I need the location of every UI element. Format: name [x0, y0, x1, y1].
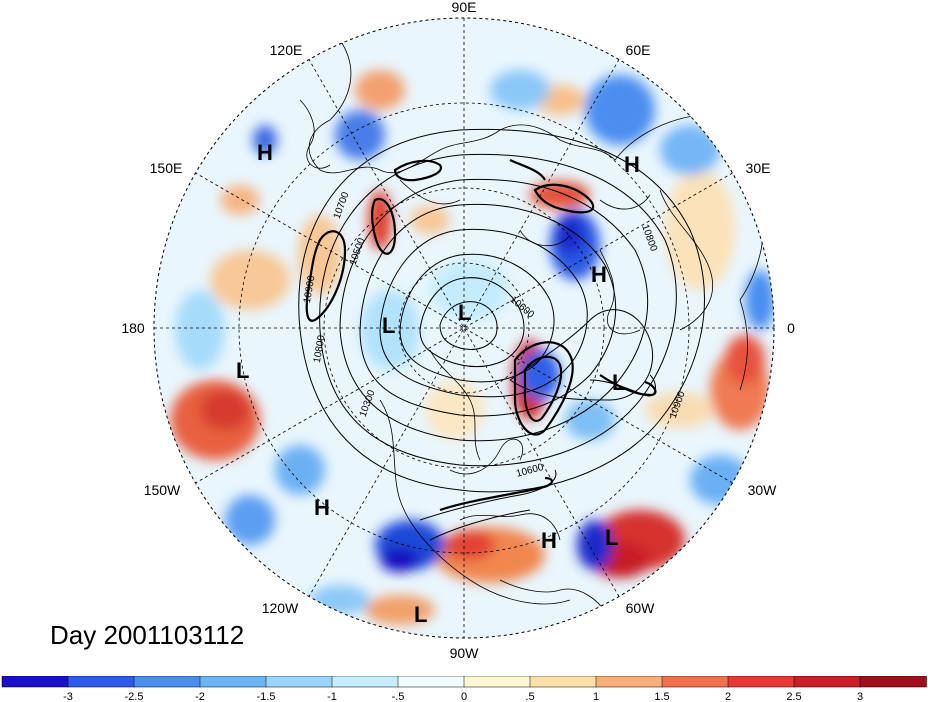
- pressure-center-marker: L: [612, 370, 625, 395]
- colorbar-swatch: [265, 676, 333, 688]
- colorbar-swatches: [1, 676, 927, 688]
- lon-label-180: 180: [121, 320, 145, 336]
- colorbar-swatch: [463, 676, 531, 688]
- colorbar-swatch: [133, 676, 201, 688]
- colorbar-swatch: [859, 676, 927, 688]
- colorbar-tick-label: 1.5: [654, 691, 669, 702]
- pressure-center-marker: L: [414, 602, 427, 627]
- coastlines: [299, 39, 765, 621]
- pressure-center-marker: H: [257, 140, 273, 165]
- contour-label: 10900: [302, 274, 318, 304]
- colorbar-swatch: [793, 676, 861, 688]
- colorbar-tick-label: -1.5: [257, 691, 276, 702]
- polar-stereographic-map: 10800 10900 10900 10800 10700 10600 1050…: [121, 0, 795, 661]
- colorbar-swatch: [331, 676, 399, 688]
- pressure-center-marker: H: [541, 528, 557, 553]
- pressure-center-marker: H: [624, 152, 640, 177]
- map-title: Day 2001103112: [50, 620, 245, 650]
- height-contours: [298, 128, 705, 541]
- colorbar-tick-label: 2: [725, 691, 731, 702]
- colorbar-tick-label: 2.5: [786, 691, 801, 702]
- lon-label-90w: 90W: [450, 645, 480, 661]
- lon-label-150e: 150E: [150, 160, 183, 176]
- colorbar: -3 -2.5 -2 -1.5 -1 -.5 0 .5 1 1.5 2 2.5 3: [1, 676, 927, 702]
- pressure-centers: H H H L L L L H H L L: [236, 140, 640, 627]
- lon-label-90e: 90E: [452, 0, 477, 15]
- colorbar-swatch: [595, 676, 663, 688]
- map-boundary: [153, 17, 775, 639]
- colorbar-swatch: [727, 676, 795, 688]
- pressure-center-marker: L: [236, 358, 249, 383]
- pressure-center-marker: H: [314, 495, 330, 520]
- lon-label-30e: 30E: [746, 160, 771, 176]
- colorbar-tick-label: -1: [327, 691, 337, 702]
- colorbar-ticks: -3 -2.5 -2 -1.5 -1 -.5 0 .5 1 1.5 2 2.5 3: [63, 691, 863, 702]
- lon-label-150w: 150W: [144, 482, 181, 498]
- pressure-center-marker: L: [605, 525, 618, 550]
- jet-contours: [305, 159, 657, 512]
- graticule: [154, 18, 774, 638]
- colorbar-swatch: [199, 676, 267, 688]
- lon-label-30w: 30W: [748, 482, 778, 498]
- colorbar-tick-label: -2: [195, 691, 205, 702]
- colorbar-swatch: [661, 676, 729, 688]
- colorbar-tick-label: 1: [593, 691, 599, 702]
- lon-label-0: 0: [787, 320, 795, 336]
- colorbar-swatch: [529, 676, 597, 688]
- colorbar-swatch: [397, 676, 465, 688]
- contour-label: 10800: [312, 334, 328, 364]
- colorbar-tick-label: -.5: [392, 691, 405, 702]
- colorbar-tick-label: -2.5: [125, 691, 144, 702]
- lon-label-60w: 60W: [626, 600, 656, 616]
- longitude-labels: 90E 60E 30E 0 30W 60W 90W 120W 150W 180 …: [121, 0, 795, 661]
- colorbar-tick-label: .5: [525, 691, 534, 702]
- colorbar-tick-label: 3: [857, 691, 863, 702]
- lon-label-120e: 120E: [270, 42, 303, 58]
- lon-label-60e: 60E: [626, 42, 651, 58]
- colorbar-swatch: [67, 676, 135, 688]
- colorbar-swatch: [1, 676, 69, 688]
- colorbar-tick-label: 0: [461, 691, 467, 702]
- pressure-center-marker: L: [382, 313, 395, 338]
- lon-label-120w: 120W: [262, 600, 299, 616]
- colorbar-tick-label: -3: [63, 691, 73, 702]
- pressure-center-marker: H: [591, 262, 607, 287]
- pressure-center-marker: L: [458, 300, 471, 325]
